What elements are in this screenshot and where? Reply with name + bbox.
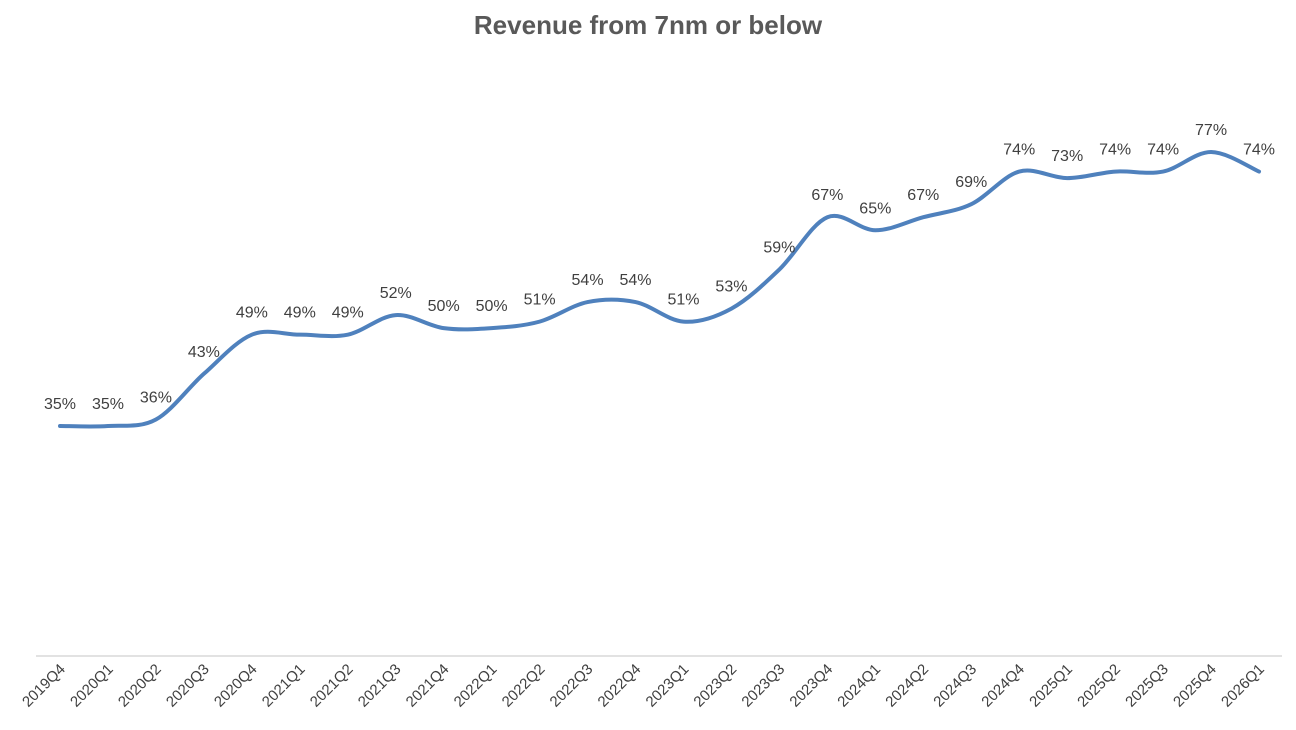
x-tick-label: 2022Q4 xyxy=(595,661,645,711)
x-tick-label: 2025Q2 xyxy=(1074,661,1124,711)
data-label: 74% xyxy=(1147,142,1179,159)
x-tick-label: 2020Q2 xyxy=(115,661,165,711)
data-label: 53% xyxy=(715,279,747,296)
x-tick-label: 2021Q1 xyxy=(259,661,309,711)
x-tick-label: 2020Q1 xyxy=(67,661,117,711)
x-tick-label: 2023Q4 xyxy=(786,661,836,711)
x-tick-label: 2025Q4 xyxy=(1170,661,1220,711)
x-tick-label: 2024Q2 xyxy=(882,661,932,711)
data-label: 67% xyxy=(907,187,939,204)
x-tick-label: 2025Q3 xyxy=(1122,661,1172,711)
data-label: 51% xyxy=(524,292,556,309)
data-label: 65% xyxy=(859,200,891,217)
data-label: 43% xyxy=(188,344,220,361)
data-label: 54% xyxy=(572,272,604,289)
chart-title: Revenue from 7nm or below xyxy=(473,10,823,40)
x-tick-label: 2022Q1 xyxy=(451,661,501,711)
x-tick-label: 2026Q1 xyxy=(1218,661,1268,711)
data-label: 69% xyxy=(955,174,987,191)
x-tick-label: 2021Q3 xyxy=(355,661,405,711)
x-tick-label: 2022Q2 xyxy=(499,661,549,711)
x-tick-label: 2021Q4 xyxy=(403,661,453,711)
data-label: 77% xyxy=(1195,122,1227,139)
x-tick-label: 2023Q1 xyxy=(643,661,693,711)
x-tick-label: 2020Q4 xyxy=(211,661,261,711)
x-tick-label: 2023Q3 xyxy=(738,661,788,711)
series-line xyxy=(58,150,1261,429)
data-label: 50% xyxy=(428,298,460,315)
x-tick-label: 2019Q4 xyxy=(19,661,69,711)
data-label: 35% xyxy=(92,396,124,413)
data-label: 74% xyxy=(1099,142,1131,159)
data-label: 74% xyxy=(1243,142,1275,159)
data-label: 49% xyxy=(236,305,268,322)
data-label: 67% xyxy=(811,187,843,204)
data-label: 73% xyxy=(1051,148,1083,165)
x-tick-label: 2024Q4 xyxy=(978,661,1028,711)
data-label: 52% xyxy=(380,285,412,302)
x-tick-label: 2025Q1 xyxy=(1026,661,1076,711)
data-label: 35% xyxy=(44,396,76,413)
data-label: 54% xyxy=(620,272,652,289)
data-label: 50% xyxy=(476,298,508,315)
data-label: 49% xyxy=(284,305,316,322)
data-label: 49% xyxy=(332,305,364,322)
x-tick-label: 2020Q3 xyxy=(163,661,213,711)
data-label: 74% xyxy=(1003,142,1035,159)
x-tick-label: 2022Q3 xyxy=(547,661,597,711)
data-label: 59% xyxy=(763,239,795,256)
x-tick-label: 2024Q1 xyxy=(834,661,884,711)
data-label: 51% xyxy=(667,292,699,309)
x-tick-label: 2023Q2 xyxy=(690,661,740,711)
x-tick-label: 2021Q2 xyxy=(307,661,357,711)
x-tick-label: 2024Q3 xyxy=(930,661,980,711)
data-label: 36% xyxy=(140,389,172,406)
